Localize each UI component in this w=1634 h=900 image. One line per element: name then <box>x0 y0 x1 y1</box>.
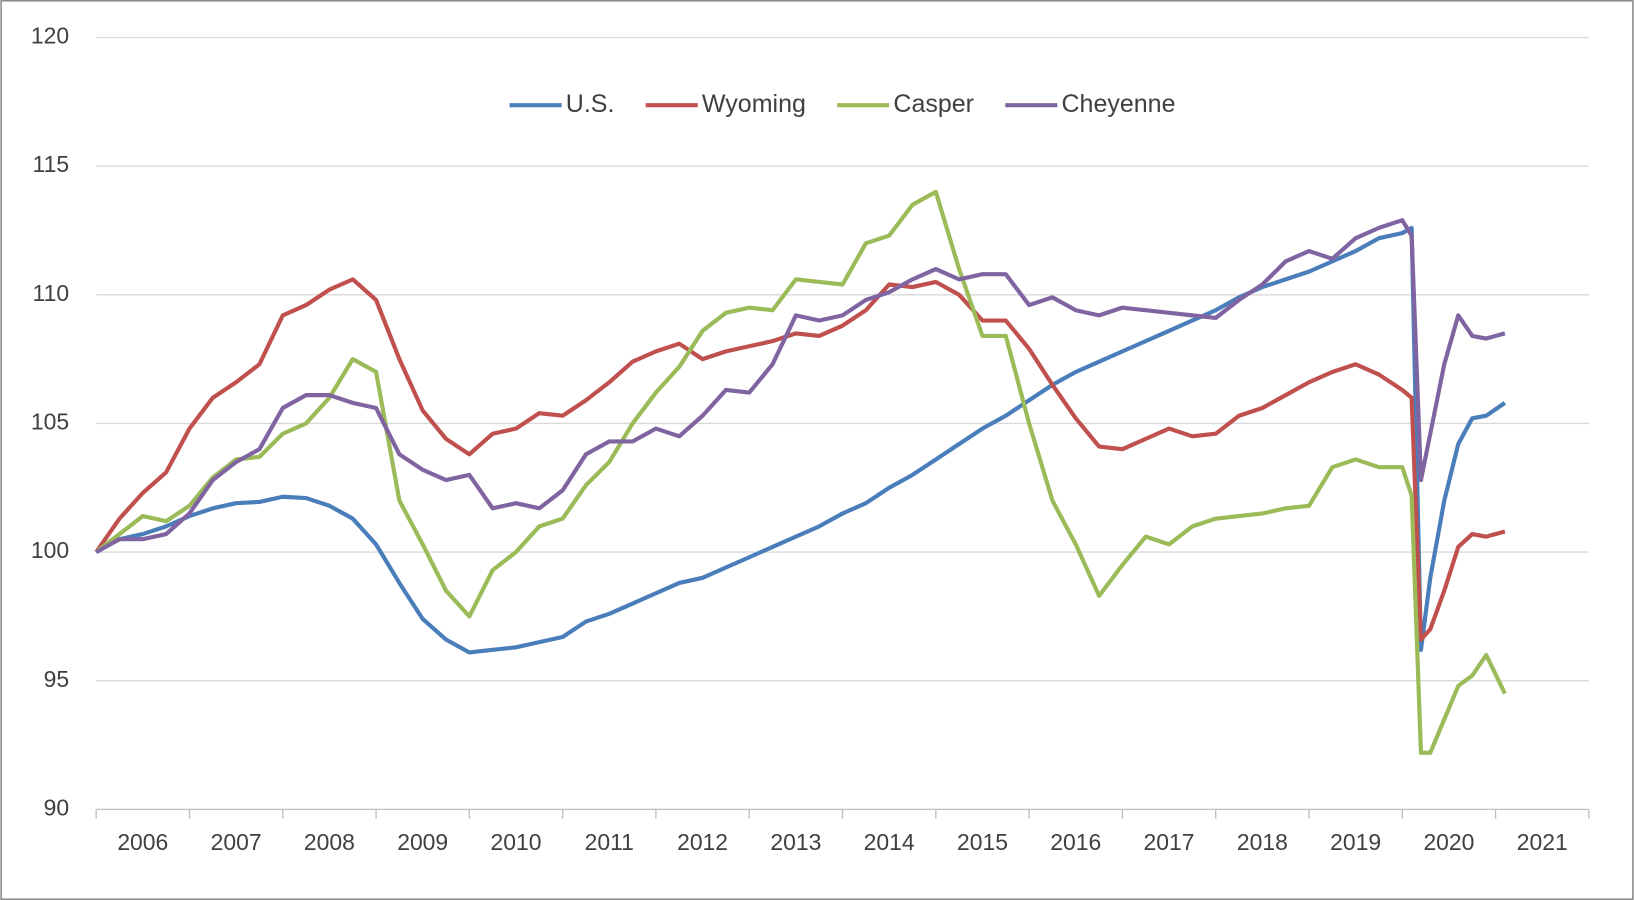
x-tick-label: 2014 <box>864 829 915 855</box>
x-tick-label: 2017 <box>1144 829 1195 855</box>
series-line <box>95 225 1507 655</box>
y-tick-label: 115 <box>33 151 70 177</box>
legend-label: Casper <box>893 90 974 118</box>
y-tick-label: 105 <box>31 408 69 434</box>
x-tick-label: 2015 <box>957 829 1008 855</box>
x-tick-label: 2020 <box>1423 829 1474 855</box>
legend-label: Cheyenne <box>1061 90 1175 118</box>
x-tick-label: 2012 <box>677 829 728 855</box>
x-tick-label: 2008 <box>304 829 355 855</box>
x-tick-label: 2009 <box>397 829 448 855</box>
x-tick-label: 2021 <box>1517 829 1568 855</box>
series-line <box>94 189 1507 755</box>
y-tick-label: 120 <box>31 23 69 49</box>
x-tick-label: 2013 <box>770 829 821 855</box>
x-tick-label: 2016 <box>1050 829 1101 855</box>
x-tick-label: 2006 <box>117 829 168 855</box>
x-tick-label: 2019 <box>1330 829 1381 855</box>
y-tick-label: 110 <box>33 280 70 306</box>
x-tick-label: 2007 <box>211 829 262 855</box>
x-tick-label: 2018 <box>1237 829 1288 855</box>
series-line <box>95 218 1506 554</box>
legend-label: U.S. <box>566 90 615 118</box>
y-tick-label: 100 <box>31 537 69 563</box>
x-tick-label: 2011 <box>585 829 634 855</box>
y-tick-label: 90 <box>44 794 69 820</box>
y-tick-label: 95 <box>44 666 69 692</box>
legend-label: Wyoming <box>702 90 806 118</box>
x-tick-label: 2010 <box>491 829 542 855</box>
series-line <box>94 277 1506 642</box>
